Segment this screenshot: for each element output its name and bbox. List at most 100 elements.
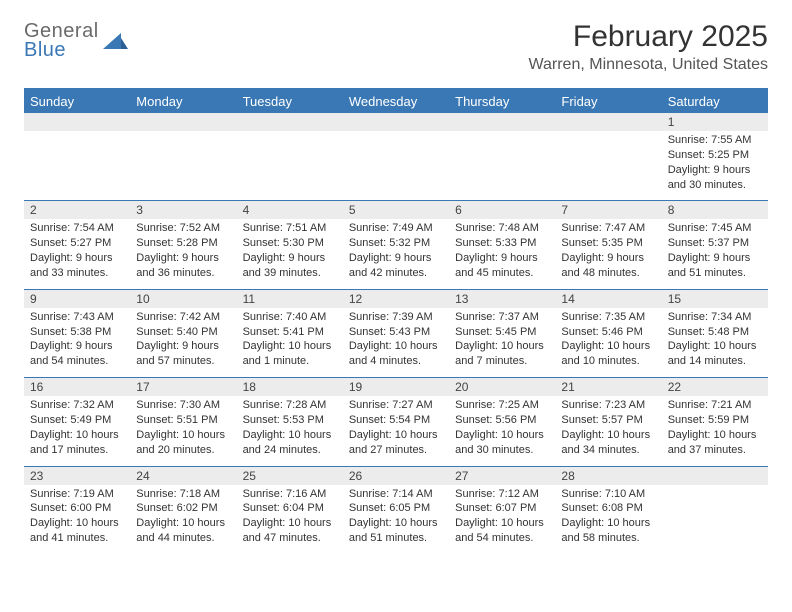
day-detail-cell: Sunrise: 7:37 AMSunset: 5:45 PMDaylight:… <box>449 308 555 378</box>
day-number-cell: 22 <box>662 378 768 396</box>
day-detail-cell: Sunrise: 7:54 AMSunset: 5:27 PMDaylight:… <box>24 219 130 289</box>
day-detail-cell: Sunrise: 7:48 AMSunset: 5:33 PMDaylight:… <box>449 219 555 289</box>
sunrise-text: Sunrise: 7:12 AM <box>455 487 549 502</box>
day-header: Monday <box>130 90 236 113</box>
sunrise-text: Sunrise: 7:51 AM <box>243 221 337 236</box>
day-number-cell: 7 <box>555 201 661 219</box>
sunrise-text: Sunrise: 7:43 AM <box>30 310 124 325</box>
daylight-text: Daylight: 10 hours and 58 minutes. <box>561 516 655 546</box>
day-header: Sunday <box>24 90 130 113</box>
daylight-text: Daylight: 10 hours and 37 minutes. <box>668 428 762 458</box>
sunset-text: Sunset: 5:53 PM <box>243 413 337 428</box>
day-number-cell: 28 <box>555 467 661 485</box>
sunset-text: Sunset: 5:28 PM <box>136 236 230 251</box>
day-detail-cell <box>237 131 343 201</box>
sunrise-text: Sunrise: 7:40 AM <box>243 310 337 325</box>
sunrise-text: Sunrise: 7:37 AM <box>455 310 549 325</box>
day-number-cell <box>130 113 236 131</box>
day-number-cell <box>343 113 449 131</box>
day-number-cell: 25 <box>237 467 343 485</box>
day-detail-cell: Sunrise: 7:28 AMSunset: 5:53 PMDaylight:… <box>237 396 343 466</box>
sunrise-text: Sunrise: 7:25 AM <box>455 398 549 413</box>
sunrise-text: Sunrise: 7:16 AM <box>243 487 337 502</box>
daylight-text: Daylight: 10 hours and 20 minutes. <box>136 428 230 458</box>
sunrise-text: Sunrise: 7:52 AM <box>136 221 230 236</box>
daylight-text: Daylight: 9 hours and 45 minutes. <box>455 251 549 281</box>
day-detail-cell: Sunrise: 7:18 AMSunset: 6:02 PMDaylight:… <box>130 485 236 554</box>
sunset-text: Sunset: 5:35 PM <box>561 236 655 251</box>
day-number-cell <box>449 113 555 131</box>
day-detail-cell: Sunrise: 7:21 AMSunset: 5:59 PMDaylight:… <box>662 396 768 466</box>
day-number-cell: 20 <box>449 378 555 396</box>
detail-row: Sunrise: 7:19 AMSunset: 6:00 PMDaylight:… <box>24 485 768 554</box>
location: Warren, Minnesota, United States <box>528 56 768 74</box>
sunrise-text: Sunrise: 7:45 AM <box>668 221 762 236</box>
day-detail-cell: Sunrise: 7:34 AMSunset: 5:48 PMDaylight:… <box>662 308 768 378</box>
daynum-row: 16171819202122 <box>24 378 768 396</box>
sunset-text: Sunset: 5:38 PM <box>30 325 124 340</box>
day-number-cell <box>662 467 768 485</box>
calendar-table: SundayMondayTuesdayWednesdayThursdayFrid… <box>24 90 768 554</box>
sunrise-text: Sunrise: 7:48 AM <box>455 221 549 236</box>
sunset-text: Sunset: 5:45 PM <box>455 325 549 340</box>
daylight-text: Daylight: 10 hours and 30 minutes. <box>455 428 549 458</box>
daylight-text: Daylight: 9 hours and 39 minutes. <box>243 251 337 281</box>
day-detail-cell: Sunrise: 7:35 AMSunset: 5:46 PMDaylight:… <box>555 308 661 378</box>
sunrise-text: Sunrise: 7:42 AM <box>136 310 230 325</box>
day-number-cell: 21 <box>555 378 661 396</box>
day-detail-cell <box>449 131 555 201</box>
header: General Blue February 2025 Warren, Minne… <box>24 20 768 74</box>
sunrise-text: Sunrise: 7:49 AM <box>349 221 443 236</box>
day-number-cell <box>24 113 130 131</box>
day-detail-cell: Sunrise: 7:51 AMSunset: 5:30 PMDaylight:… <box>237 219 343 289</box>
day-number-cell: 10 <box>130 290 236 308</box>
detail-row: Sunrise: 7:55 AMSunset: 5:25 PMDaylight:… <box>24 131 768 201</box>
day-detail-cell: Sunrise: 7:30 AMSunset: 5:51 PMDaylight:… <box>130 396 236 466</box>
sunrise-text: Sunrise: 7:27 AM <box>349 398 443 413</box>
day-number-cell: 26 <box>343 467 449 485</box>
daynum-row: 9101112131415 <box>24 290 768 308</box>
logo: General Blue <box>24 20 129 62</box>
day-number-cell: 27 <box>449 467 555 485</box>
day-number-cell: 15 <box>662 290 768 308</box>
sunset-text: Sunset: 5:54 PM <box>349 413 443 428</box>
sunrise-text: Sunrise: 7:21 AM <box>668 398 762 413</box>
day-detail-cell: Sunrise: 7:16 AMSunset: 6:04 PMDaylight:… <box>237 485 343 554</box>
day-number-cell <box>237 113 343 131</box>
day-number-cell <box>555 113 661 131</box>
day-detail-cell: Sunrise: 7:32 AMSunset: 5:49 PMDaylight:… <box>24 396 130 466</box>
day-detail-cell: Sunrise: 7:49 AMSunset: 5:32 PMDaylight:… <box>343 219 449 289</box>
sunrise-text: Sunrise: 7:19 AM <box>30 487 124 502</box>
daylight-text: Daylight: 9 hours and 54 minutes. <box>30 339 124 369</box>
title-block: February 2025 Warren, Minnesota, United … <box>528 20 768 74</box>
logo-triangle-icon <box>103 31 129 51</box>
day-detail-cell: Sunrise: 7:14 AMSunset: 6:05 PMDaylight:… <box>343 485 449 554</box>
day-number-cell: 6 <box>449 201 555 219</box>
sunrise-text: Sunrise: 7:39 AM <box>349 310 443 325</box>
daylight-text: Daylight: 10 hours and 4 minutes. <box>349 339 443 369</box>
sunrise-text: Sunrise: 7:34 AM <box>668 310 762 325</box>
detail-row: Sunrise: 7:43 AMSunset: 5:38 PMDaylight:… <box>24 308 768 378</box>
day-number-cell: 16 <box>24 378 130 396</box>
daylight-text: Daylight: 10 hours and 51 minutes. <box>349 516 443 546</box>
sunset-text: Sunset: 5:59 PM <box>668 413 762 428</box>
sunset-text: Sunset: 6:02 PM <box>136 501 230 516</box>
daynum-row: 232425262728 <box>24 467 768 485</box>
day-detail-cell <box>662 485 768 554</box>
sunset-text: Sunset: 5:51 PM <box>136 413 230 428</box>
daylight-text: Daylight: 10 hours and 17 minutes. <box>30 428 124 458</box>
sunset-text: Sunset: 5:43 PM <box>349 325 443 340</box>
sunset-text: Sunset: 5:48 PM <box>668 325 762 340</box>
daylight-text: Daylight: 9 hours and 42 minutes. <box>349 251 443 281</box>
sunrise-text: Sunrise: 7:55 AM <box>668 133 762 148</box>
day-detail-cell: Sunrise: 7:42 AMSunset: 5:40 PMDaylight:… <box>130 308 236 378</box>
sunset-text: Sunset: 5:30 PM <box>243 236 337 251</box>
detail-row: Sunrise: 7:32 AMSunset: 5:49 PMDaylight:… <box>24 396 768 466</box>
daylight-text: Daylight: 9 hours and 48 minutes. <box>561 251 655 281</box>
day-number-cell: 5 <box>343 201 449 219</box>
sunset-text: Sunset: 5:40 PM <box>136 325 230 340</box>
sunset-text: Sunset: 6:07 PM <box>455 501 549 516</box>
daylight-text: Daylight: 9 hours and 51 minutes. <box>668 251 762 281</box>
month-title: February 2025 <box>528 20 768 54</box>
day-detail-cell: Sunrise: 7:10 AMSunset: 6:08 PMDaylight:… <box>555 485 661 554</box>
